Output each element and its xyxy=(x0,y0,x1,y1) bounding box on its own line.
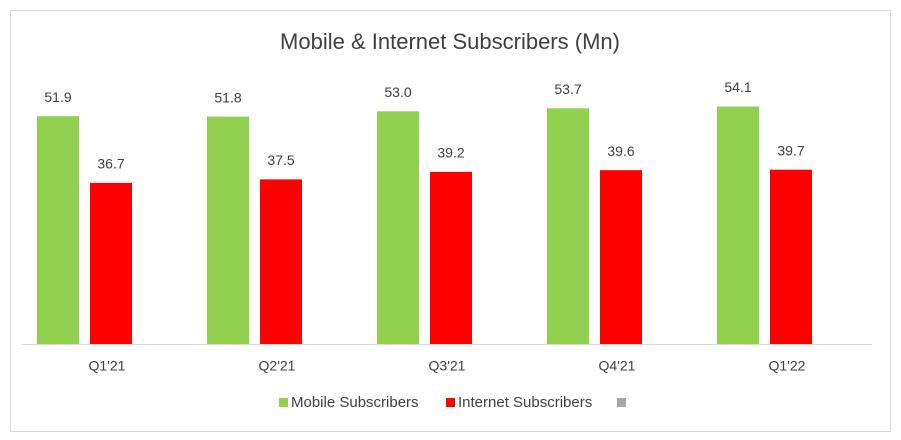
data-label: 39.7 xyxy=(777,142,804,158)
data-label: 51.9 xyxy=(44,89,71,105)
bar xyxy=(600,170,642,344)
bar xyxy=(770,169,812,344)
x-tick-label: Q2'21 xyxy=(259,358,296,374)
data-label: 36.7 xyxy=(97,156,124,172)
data-label: 39.2 xyxy=(437,145,464,161)
chart-title: Mobile & Internet Subscribers (Mn) xyxy=(280,29,620,54)
bar xyxy=(717,106,759,344)
data-label: 39.6 xyxy=(607,143,634,159)
data-label: 37.5 xyxy=(267,152,294,168)
data-label: 53.7 xyxy=(554,81,581,97)
bar xyxy=(377,111,419,344)
bar xyxy=(430,171,472,344)
bar xyxy=(260,179,302,344)
data-label: 53.0 xyxy=(384,84,411,100)
data-label: 51.8 xyxy=(214,89,241,105)
bar xyxy=(207,116,249,345)
x-tick-label: Q1'21 xyxy=(89,358,126,374)
legend-swatch xyxy=(279,398,288,407)
legend-swatch xyxy=(617,398,626,407)
bar xyxy=(37,116,79,344)
bar xyxy=(547,108,589,344)
x-tick-label: Q4'21 xyxy=(599,358,636,374)
bar xyxy=(90,182,132,344)
data-label: 54.1 xyxy=(724,79,751,95)
legend-label: Internet Subscribers xyxy=(458,394,592,411)
legend-swatch xyxy=(446,398,455,407)
x-tick-label: Q1'22 xyxy=(769,358,806,374)
legend-label: Mobile Subscribers xyxy=(291,394,419,411)
x-tick-label: Q3'21 xyxy=(429,358,466,374)
